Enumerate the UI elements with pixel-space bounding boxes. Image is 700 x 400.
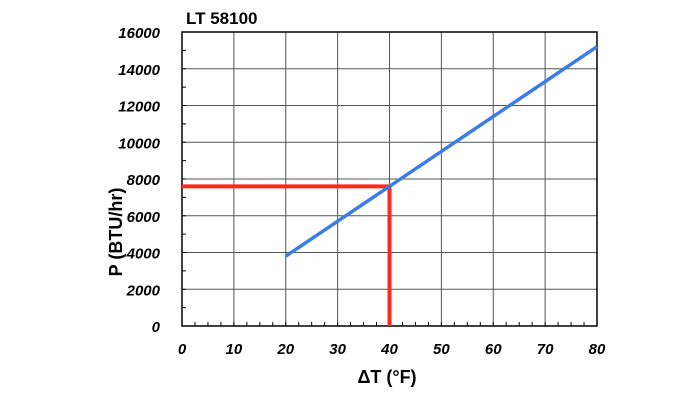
y-tick-label: 0 (152, 319, 161, 336)
x-tick-label: 40 (380, 341, 398, 358)
x-tick-label: 30 (329, 341, 346, 358)
grid (181, 31, 598, 327)
tick-labels: 0 10 20 30 40 50 60 70 80 0 2000 4000 6000 8000 10000 1… (118, 25, 606, 358)
x-axis-label: ΔT (°F) (357, 367, 416, 387)
x-tick-label: 70 (537, 341, 554, 358)
series-line (284, 45, 598, 258)
y-tick-label: 4000 (126, 246, 161, 263)
x-tick-label: 80 (589, 341, 606, 358)
reference-lines (182, 184, 392, 326)
chart-title: LT 58100 (186, 9, 258, 28)
x-tick-label: 0 (178, 341, 187, 358)
y-axis-label: P (BTU/hr) (106, 188, 126, 277)
x-tick-label: 50 (433, 341, 450, 358)
y-tick-label: 10000 (118, 135, 160, 152)
y-tick-label: 12000 (118, 99, 160, 116)
y-tick-label: 6000 (127, 209, 161, 226)
y-tick-label: 8000 (127, 172, 161, 189)
y-tick-label: 16000 (118, 25, 160, 42)
y-tick-label: 2000 (126, 282, 161, 299)
x-tick-label: 60 (485, 341, 502, 358)
y-tick-label: 14000 (118, 62, 160, 79)
x-tick-label: 20 (276, 341, 294, 358)
x-tick-label: 10 (226, 341, 243, 358)
series-lines (284, 45, 598, 258)
